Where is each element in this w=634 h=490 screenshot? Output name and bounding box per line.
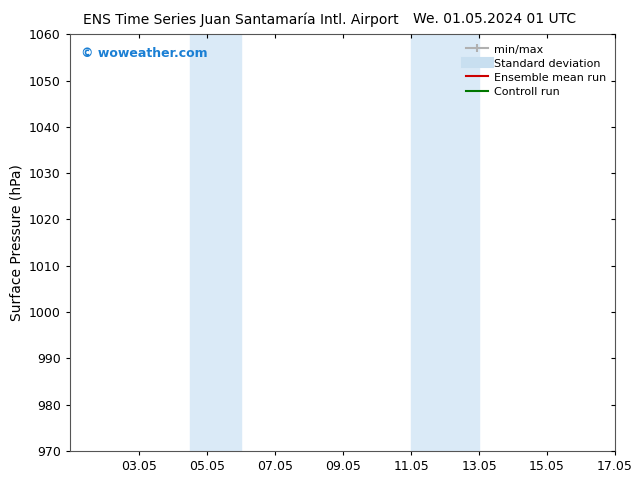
Legend: min/max, Standard deviation, Ensemble mean run, Controll run: min/max, Standard deviation, Ensemble me…	[463, 40, 609, 100]
Text: © woweather.com: © woweather.com	[81, 47, 207, 60]
Text: ENS Time Series Juan Santamaría Intl. Airport: ENS Time Series Juan Santamaría Intl. Ai…	[83, 12, 399, 27]
Y-axis label: Surface Pressure (hPa): Surface Pressure (hPa)	[10, 164, 23, 321]
Bar	[190, 34, 242, 451]
Text: We. 01.05.2024 01 UTC: We. 01.05.2024 01 UTC	[413, 12, 576, 26]
Bar	[411, 34, 479, 451]
